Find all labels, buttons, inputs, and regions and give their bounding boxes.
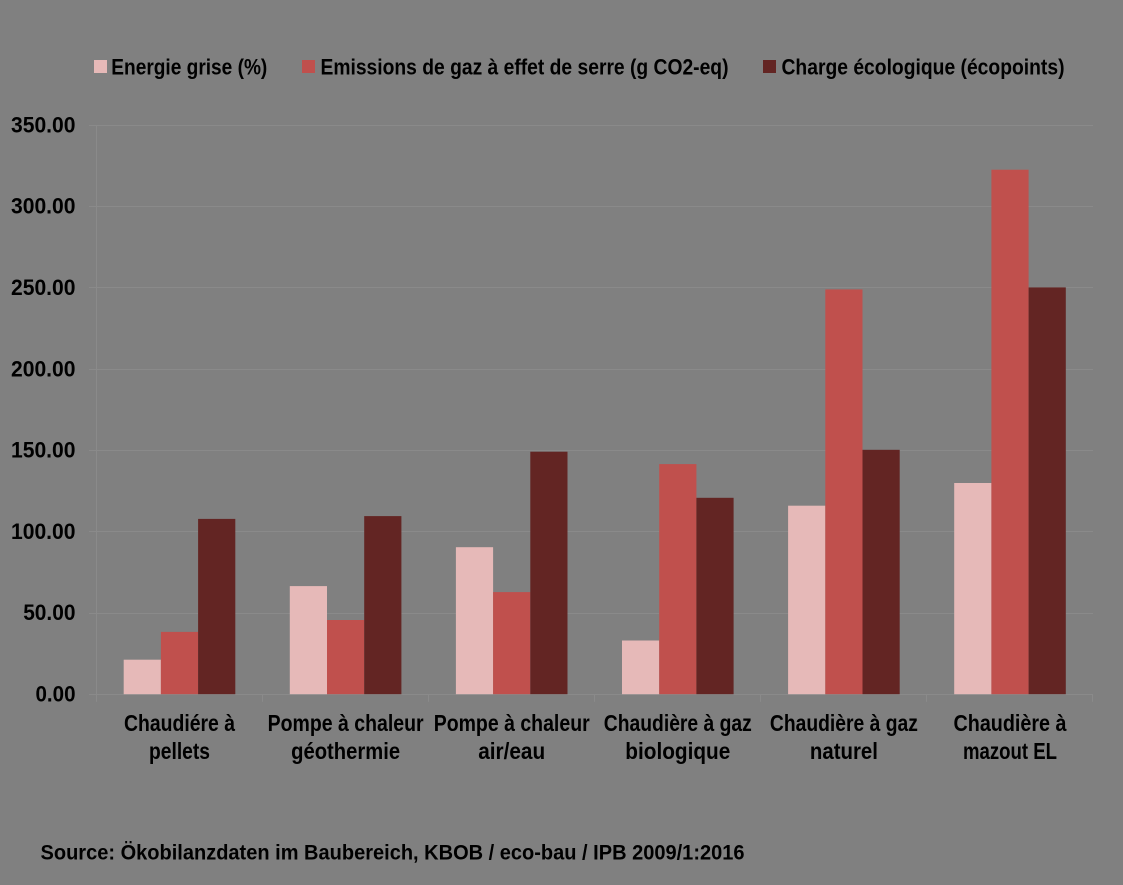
svg-text:pellets: pellets bbox=[149, 738, 210, 764]
svg-text:Emissions de gaz à effet de se: Emissions de gaz à effet de serre (g CO2… bbox=[321, 55, 729, 80]
svg-text:air/eau: air/eau bbox=[478, 738, 545, 764]
svg-text:100.00: 100.00 bbox=[11, 519, 76, 544]
svg-text:Chaudière à gaz: Chaudière à gaz bbox=[770, 710, 918, 736]
svg-text:Chaudière à gaz: Chaudière à gaz bbox=[604, 710, 752, 736]
svg-text:mazout EL: mazout EL bbox=[963, 738, 1057, 764]
svg-text:300.00: 300.00 bbox=[11, 194, 76, 219]
svg-text:Source: Ökobilanzdaten im Baub: Source: Ökobilanzdaten im Baubereich, KB… bbox=[41, 840, 745, 865]
svg-text:150.00: 150.00 bbox=[11, 438, 76, 463]
svg-text:naturel: naturel bbox=[810, 738, 878, 764]
svg-text:Energie grise (%): Energie grise (%) bbox=[111, 55, 267, 80]
svg-text:Pompe à chaleur: Pompe à chaleur bbox=[434, 710, 590, 736]
svg-text:biologique: biologique bbox=[625, 738, 730, 764]
svg-text:350.00: 350.00 bbox=[11, 112, 76, 137]
svg-text:géothermie: géothermie bbox=[291, 738, 400, 764]
svg-text:250.00: 250.00 bbox=[11, 275, 76, 300]
svg-text:Charge écologique (écopoints): Charge écologique (écopoints) bbox=[782, 55, 1065, 80]
svg-text:50.00: 50.00 bbox=[23, 600, 75, 625]
svg-text:Chaudiére à: Chaudiére à bbox=[124, 710, 235, 736]
svg-text:0.00: 0.00 bbox=[36, 682, 76, 707]
svg-text:200.00: 200.00 bbox=[11, 356, 76, 381]
svg-text:Pompe à chaleur: Pompe à chaleur bbox=[268, 710, 424, 736]
svg-text:Chaudière à: Chaudière à bbox=[954, 710, 1067, 736]
